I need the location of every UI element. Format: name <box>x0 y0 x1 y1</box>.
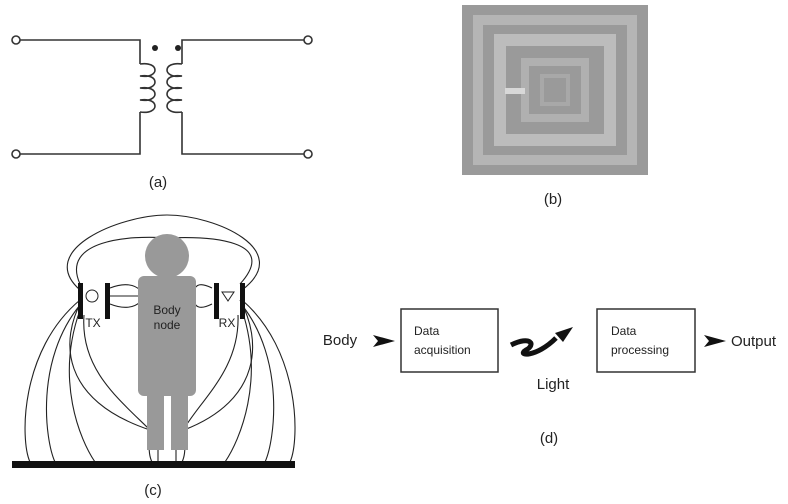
output-label: Output <box>731 333 777 350</box>
body-node-label: Body <box>153 303 180 317</box>
panel-label: (c) <box>144 482 162 499</box>
panel-label: (b) <box>544 191 562 208</box>
block-label: acquisition <box>414 343 471 357</box>
body-node-label: node <box>154 318 181 332</box>
panel-label: (a) <box>149 174 167 191</box>
block-diagram <box>373 309 726 372</box>
block-label: processing <box>611 343 669 357</box>
input-label: Body <box>323 332 358 349</box>
block-label: Data <box>414 324 440 338</box>
panel-label: (d) <box>540 430 558 447</box>
antenna-photo <box>462 5 648 175</box>
body-channel <box>12 215 295 468</box>
rx-label: RX <box>219 316 236 330</box>
link-label: Light <box>537 376 570 393</box>
tx-label: TX <box>85 316 100 330</box>
transformer <box>12 36 312 158</box>
figure: (a) (b) TX RX Body node (c) <box>0 0 788 504</box>
block-label: Data <box>611 324 637 338</box>
